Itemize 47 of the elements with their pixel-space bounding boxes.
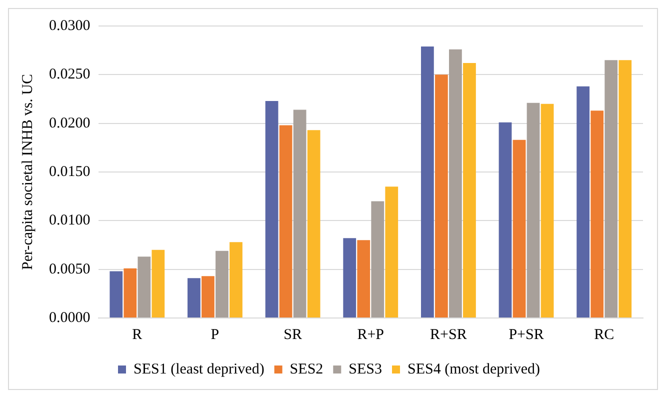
bar <box>512 140 526 318</box>
y-tick-label: 0.0200 <box>49 115 90 132</box>
y-tick-label: 0.0300 <box>49 18 90 34</box>
bar <box>590 110 604 318</box>
x-tick-label: R <box>132 326 142 343</box>
bar <box>435 74 448 318</box>
bar <box>618 60 632 318</box>
y-tick-label: 0.0250 <box>49 66 90 83</box>
bar <box>307 130 320 318</box>
bar <box>230 242 242 318</box>
y-tick-label: 0.0050 <box>49 261 90 278</box>
x-tick-label: R+SR <box>430 326 467 343</box>
bar <box>110 271 123 318</box>
bar <box>138 256 151 318</box>
legend-label: SES3 <box>348 361 382 378</box>
bar <box>124 268 137 318</box>
bar <box>293 110 306 318</box>
bar <box>188 278 200 318</box>
bar <box>385 186 398 318</box>
bar <box>498 122 512 318</box>
bar <box>279 125 292 318</box>
x-tick-label: P <box>210 326 220 343</box>
bar <box>202 276 214 318</box>
x-tick-label: P+SR <box>508 326 544 343</box>
legend-label: SES1 (least deprived) <box>134 361 264 378</box>
y-tick-label: 0.0100 <box>49 212 90 229</box>
bar <box>604 60 618 318</box>
bar <box>357 240 370 318</box>
bar <box>371 201 384 318</box>
bar <box>540 104 554 318</box>
x-tick-label: R+P <box>357 326 384 343</box>
bar <box>526 102 540 318</box>
bar <box>152 250 165 318</box>
bar <box>463 62 476 318</box>
y-tick-label: 0.0000 <box>49 310 90 326</box>
x-tick-label: RC <box>594 326 614 343</box>
bar <box>216 250 228 318</box>
bar <box>420 46 434 318</box>
bar <box>576 86 590 318</box>
x-tick-label: SR <box>284 326 302 343</box>
bar <box>265 100 278 318</box>
y-axis-title: Per-capita societal INHB vs. UC <box>20 74 36 270</box>
legend-label: SES4 (most deprived) <box>408 361 540 378</box>
bar <box>449 49 462 318</box>
y-tick-label: 0.0150 <box>49 164 90 180</box>
legend-label: SES2 <box>290 361 324 378</box>
bar <box>343 238 356 318</box>
